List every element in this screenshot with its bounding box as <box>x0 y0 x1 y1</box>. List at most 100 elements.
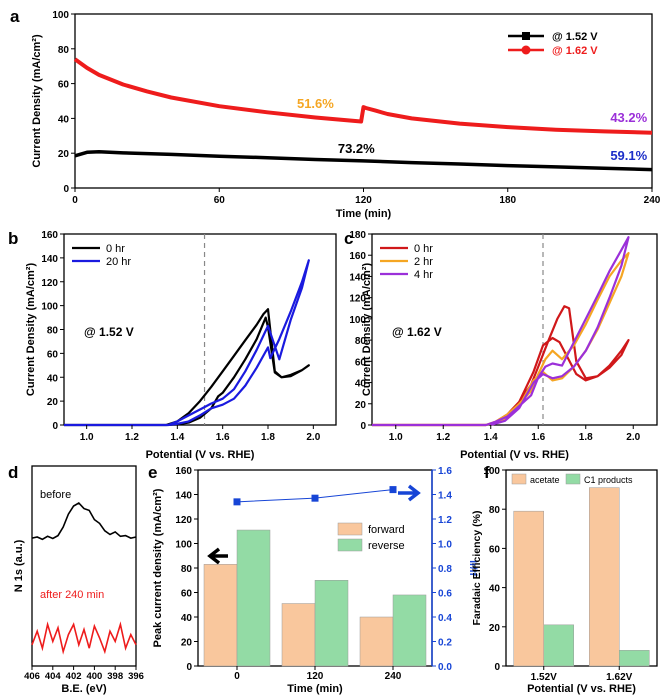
panel-d-xtick-label: 406 <box>24 671 40 682</box>
panel-b-legend-label: 0 hr <box>106 243 125 255</box>
panel-d-ylabel: N 1s (a.u.) <box>13 539 25 592</box>
panel-b-ylabel: Current Density (mA/cm²) <box>25 263 37 397</box>
panel-c-ytick-label: 100 <box>349 315 366 326</box>
panel-b-series <box>64 308 310 427</box>
panel-a-xtick-label: 60 <box>214 195 226 206</box>
panel-e-xlabel: Time (min) <box>287 683 343 695</box>
panel-c-ytick-label: 80 <box>355 336 367 347</box>
panel-e-y2tick-label: 0.6 <box>438 589 452 600</box>
panel-a-ytick-label: 60 <box>58 80 70 91</box>
panel-a-xtick-label: 240 <box>644 195 661 206</box>
panel-f-legend-label: C1 products <box>584 475 633 485</box>
panel-e-ytick-label: 140 <box>175 491 192 502</box>
panel-e-ytick-label: 100 <box>175 540 192 551</box>
panel-e-ratio-marker <box>389 486 397 494</box>
panel-c-xtick-label: 1.6 <box>531 432 545 443</box>
panel-a-xtick-label: 120 <box>355 195 372 206</box>
panel-f-ytick-label: 0 <box>494 662 500 673</box>
panel-b-ytick-label: 20 <box>47 397 59 408</box>
panel-b-xlabel: Potential (V vs. RHE) <box>146 449 255 461</box>
panel-c-xlabel: Potential (V vs. RHE) <box>460 449 569 461</box>
panel-e-ytick-label: 160 <box>175 466 192 477</box>
panel-c-ytick-label: 180 <box>349 230 366 241</box>
panel-c-annotation: @ 1.62 V <box>392 325 442 339</box>
panel-f-legend-swatch <box>511 473 527 485</box>
panel-b-xtick-label: 1.6 <box>216 432 230 443</box>
panel-e-y2tick-label: 0.0 <box>438 662 452 673</box>
panel-f-bar-C1 products <box>619 650 650 667</box>
panel-label: f <box>484 463 490 482</box>
panel-d-xtick-label: 404 <box>45 671 62 682</box>
panel-f-ytick-label: 100 <box>483 466 500 477</box>
panel-d-label-after: after 240 min <box>40 589 104 601</box>
panel-a-ytick-label: 100 <box>52 10 69 21</box>
panel-c-legend-label: 2 hr <box>414 256 433 268</box>
panel-e-ytick-label: 60 <box>181 589 193 600</box>
panel-b-series <box>64 259 310 427</box>
panel-f-ytick-label: 20 <box>489 623 501 634</box>
panel-a-annotation: 73.2% <box>338 141 375 156</box>
panel-c-xtick-label: 1.2 <box>436 432 450 443</box>
panel-d-xtick-label: 398 <box>107 671 123 682</box>
panel-a-xtick-label: 0 <box>72 195 78 206</box>
panel-c-xtick-label: 1.8 <box>579 432 593 443</box>
panel-e-xtick-label: 240 <box>385 671 402 682</box>
panel-b-legend-label: 20 hr <box>106 256 131 268</box>
panel-a-ylabel: Current Density (mA/cm²) <box>31 34 43 168</box>
panel-f-legend-label: acetate <box>530 475 560 485</box>
panel-label: e <box>148 463 157 482</box>
panel-e-xtick-label: 120 <box>307 671 324 682</box>
panel-label: d <box>8 463 18 482</box>
panel-e-legend-label: forward <box>368 524 405 536</box>
panel-e-bar-reverse <box>236 529 271 667</box>
panel-b-xtick-label: 1.4 <box>170 432 184 443</box>
panel-b-xtick-label: 2.0 <box>306 432 320 443</box>
panel-f-legend-swatch <box>565 473 581 485</box>
panel-c-xtick-label: 1.4 <box>484 432 498 443</box>
panel-e-xtick-label: 0 <box>234 671 240 682</box>
panel-b-ytick-label: 140 <box>41 254 58 265</box>
panel-a-legend-marker <box>521 45 531 55</box>
panel-b-annotation: @ 1.52 V <box>84 325 134 339</box>
panel-c-ytick-label: 40 <box>355 379 367 390</box>
panel-b-ytick-label: 80 <box>47 326 59 337</box>
panel-b-xtick-label: 1.0 <box>80 432 94 443</box>
panel-c-ytick-label: 120 <box>349 294 366 305</box>
panel-e-y2tick-label: 0.4 <box>438 613 452 624</box>
panel-b-ytick-label: 120 <box>41 278 58 289</box>
panel-e-left-arrow <box>207 547 228 565</box>
panel-d-xtick-label: 396 <box>128 671 144 682</box>
panel-c-ytick-label: 160 <box>349 251 366 262</box>
panel-e-ytick-label: 40 <box>181 613 193 624</box>
panel-f-ytick-label: 60 <box>489 544 501 555</box>
panel-e-y2tick-label: 1.0 <box>438 540 452 551</box>
panel-a-legend-label: @ 1.62 V <box>552 45 598 57</box>
panel-e-ytick-label: 20 <box>181 638 193 649</box>
panel-e-ratio-marker <box>233 498 241 506</box>
panel-a-legend-label: @ 1.52 V <box>552 31 598 43</box>
panel-a-annotation: 51.6% <box>297 96 334 111</box>
panel-label: c <box>344 229 353 248</box>
panel-a-series-black <box>74 150 653 172</box>
panel-e-y2tick-label: 1.4 <box>438 491 452 502</box>
panel-c-ytick-label: 140 <box>349 272 366 283</box>
panel-f-ytick-label: 40 <box>489 584 501 595</box>
panel-a-annotation: 43.2% <box>610 110 647 125</box>
panel-c-frame <box>371 233 658 426</box>
panel-e-ytick-label: 120 <box>175 515 192 526</box>
panel-b-ytick-label: 40 <box>47 373 59 384</box>
panel-d-label-before: before <box>40 489 71 501</box>
panel-e-bar-forward <box>203 564 238 667</box>
panel-b-xtick-label: 1.8 <box>261 432 275 443</box>
panel-f-xlabel: Potential (V vs. RHE) <box>527 683 636 695</box>
panel-e-ytick-label: 0 <box>186 662 192 673</box>
panel-e-legend-swatch <box>337 522 363 536</box>
panel-e-bar-reverse <box>392 594 427 667</box>
panel-e-y2tick-label: 0.8 <box>438 564 452 575</box>
panel-e-bar-forward <box>359 616 394 667</box>
panel-e-y2tick-label: 0.2 <box>438 638 452 649</box>
panel-c-ylabel: Current Density (mA/cm²) <box>361 263 373 397</box>
panel-e-ylabel: Peak current density (mA/cm²) <box>152 488 164 647</box>
panel-f-ytick-label: 80 <box>489 505 501 516</box>
